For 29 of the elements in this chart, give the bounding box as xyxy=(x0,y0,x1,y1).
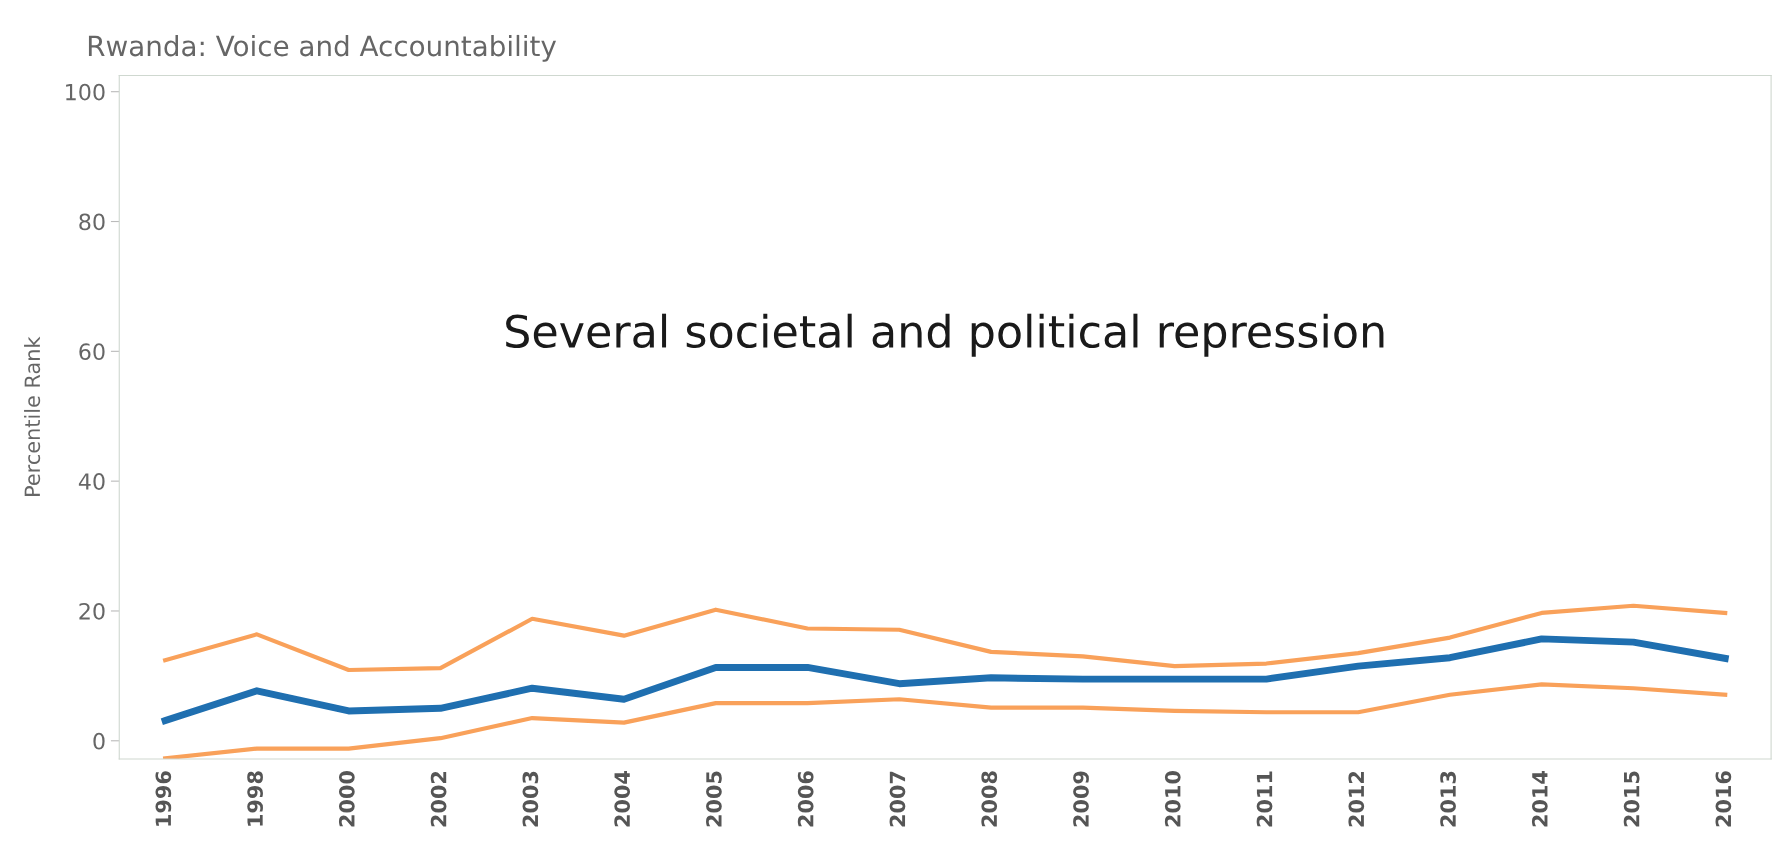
x-tick-label: 2002 xyxy=(430,771,447,827)
y-tick-label: 0 xyxy=(93,732,105,750)
x-tick-label: 2013 xyxy=(1440,771,1456,827)
x-tick-label: 2015 xyxy=(1623,771,1640,827)
line-series xyxy=(163,603,1728,673)
annotation: Several societal and political repression xyxy=(506,313,1384,357)
x-tick-label: 2005 xyxy=(706,771,722,827)
x-tick-label: 2010 xyxy=(1164,771,1181,827)
chart-title: Rwanda: Voice and Accountability xyxy=(88,34,557,62)
y-tick-label: 40 xyxy=(78,473,105,490)
x-tick-label: 2008 xyxy=(981,771,998,827)
x-tick-label: 2006 xyxy=(797,771,814,827)
x-tick-label: 2004 xyxy=(614,771,631,827)
x-tick-label: 2016 xyxy=(1715,771,1732,827)
x-tick-label: 1996 xyxy=(155,771,172,826)
y-tick-label: 100 xyxy=(66,83,105,101)
y-axis-title: Percentile Rank xyxy=(24,336,41,496)
x-tick-label: 1998 xyxy=(247,771,263,826)
line-series xyxy=(163,682,1728,759)
y-tick-label: 20 xyxy=(79,602,105,620)
x-tick-label: 2007 xyxy=(889,771,906,827)
x-tick-label: 2014 xyxy=(1531,771,1548,827)
x-tick-label: 2012 xyxy=(1348,771,1365,827)
x-tick-label: 2003 xyxy=(522,771,539,827)
x-tick-label: 2011 xyxy=(1256,771,1273,827)
x-tick-label: 2000 xyxy=(338,771,355,827)
x-tick-label: 2009 xyxy=(1073,771,1089,827)
y-tick-label: 80 xyxy=(79,213,105,231)
y-tick-label: 60 xyxy=(79,343,105,361)
